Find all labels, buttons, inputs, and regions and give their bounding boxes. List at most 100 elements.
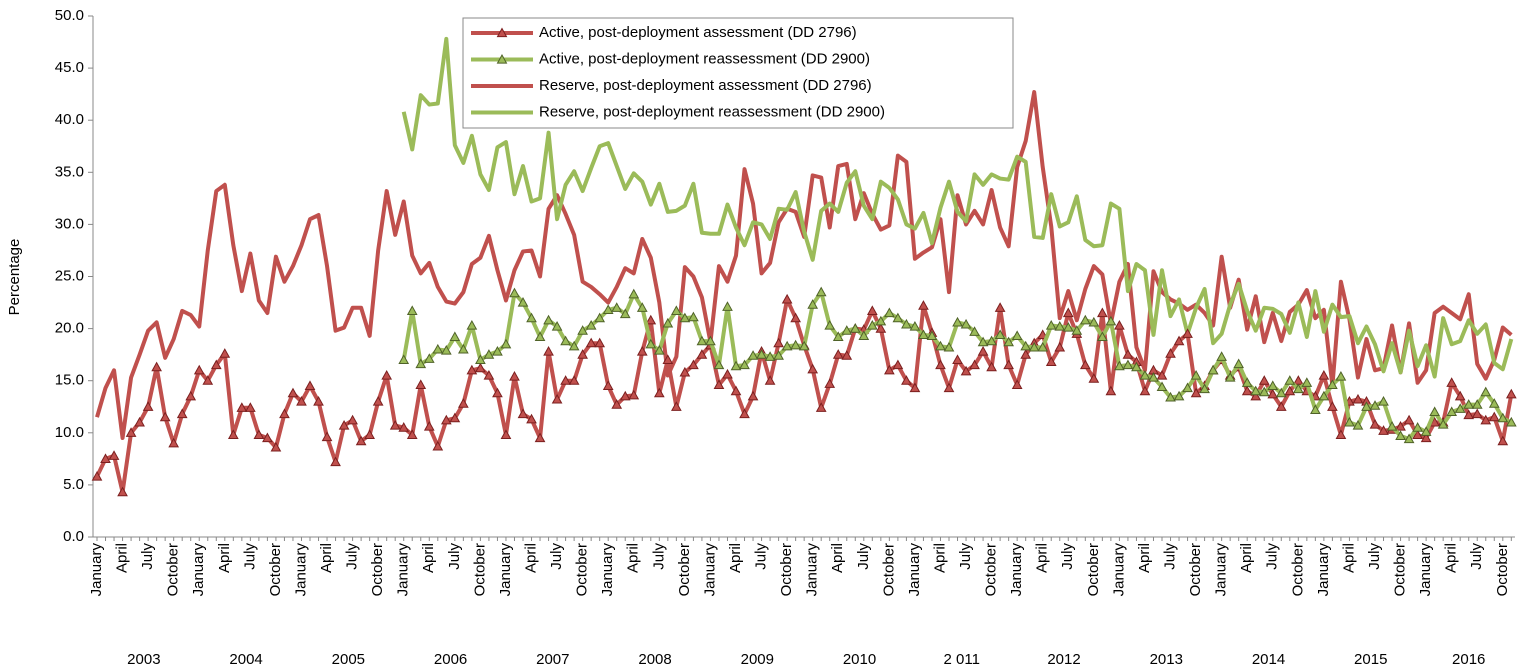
data-marker <box>1488 411 1500 422</box>
data-marker <box>355 435 367 446</box>
y-tick-label: 10.0 <box>55 424 84 441</box>
data-marker <box>1241 377 1253 387</box>
x-tick-label: July <box>1264 543 1281 570</box>
data-marker <box>901 318 912 329</box>
data-marker <box>884 307 895 318</box>
data-marker <box>1028 341 1040 352</box>
data-marker <box>551 320 563 331</box>
data-marker <box>185 390 197 401</box>
x-tick-label: January <box>1008 543 1025 597</box>
data-marker <box>1480 386 1492 397</box>
data-marker <box>415 379 427 389</box>
data-marker <box>1471 399 1483 409</box>
data-marker <box>1378 425 1389 435</box>
data-marker <box>1284 385 1296 396</box>
data-marker <box>773 337 784 348</box>
data-marker <box>1190 387 1202 398</box>
y-tick-label: 40.0 <box>55 111 84 128</box>
data-marker <box>628 389 640 400</box>
data-marker <box>798 340 810 351</box>
data-marker <box>1105 315 1117 326</box>
data-marker <box>594 337 606 348</box>
data-marker <box>636 302 648 312</box>
x-tick-label: April <box>1034 543 1051 573</box>
data-marker <box>279 408 290 419</box>
year-label: 2010 <box>843 651 876 667</box>
data-marker <box>585 319 597 330</box>
data-marker <box>1190 369 1202 380</box>
x-tick-label: January <box>1315 543 1332 597</box>
year-label: 2004 <box>229 651 262 667</box>
data-marker <box>270 441 282 452</box>
data-marker <box>969 326 980 336</box>
data-marker <box>986 361 997 372</box>
data-marker <box>1011 379 1023 389</box>
data-marker <box>969 359 980 370</box>
data-marker <box>1250 390 1262 401</box>
data-marker <box>739 359 750 370</box>
data-marker <box>1437 418 1449 429</box>
year-label: 2013 <box>1150 651 1183 667</box>
data-marker <box>943 382 955 393</box>
data-marker <box>909 382 921 393</box>
x-tick-label: April <box>625 543 642 573</box>
data-marker <box>1301 377 1313 387</box>
data-marker <box>475 354 486 364</box>
x-tick-label: April <box>216 543 233 573</box>
data-marker <box>577 349 588 359</box>
data-marker <box>245 402 256 412</box>
legend-box <box>462 17 1014 129</box>
data-marker <box>1020 340 1032 351</box>
data-marker <box>1267 380 1279 391</box>
data-marker <box>440 344 452 355</box>
data-marker <box>645 314 657 325</box>
data-marker <box>1054 341 1066 352</box>
data-marker <box>849 323 861 333</box>
data-marker <box>330 456 341 467</box>
year-label: 2008 <box>638 651 671 667</box>
data-marker <box>560 335 571 346</box>
data-marker <box>466 364 478 375</box>
data-marker <box>790 312 801 323</box>
data-marker <box>1071 325 1083 335</box>
x-tick-label: October <box>1187 543 1204 596</box>
data-marker <box>619 390 631 401</box>
x-tick-label: July <box>139 543 156 570</box>
data-marker <box>671 305 682 315</box>
data-marker <box>1156 369 1168 380</box>
data-marker <box>1386 421 1398 431</box>
x-tick-label: January <box>497 543 514 597</box>
data-marker <box>1505 416 1517 427</box>
data-marker <box>398 354 410 364</box>
x-tick-label: October <box>1085 543 1102 596</box>
data-marker <box>866 319 878 330</box>
data-marker <box>210 359 222 370</box>
year-label: 2 011 <box>944 651 980 667</box>
data-marker <box>253 429 265 439</box>
data-marker <box>1403 433 1415 444</box>
data-marker <box>653 387 665 398</box>
data-marker <box>1105 385 1117 396</box>
x-tick-label: October <box>1289 543 1306 596</box>
data-marker <box>151 361 162 372</box>
year-label: 2009 <box>741 651 774 667</box>
data-marker <box>117 486 128 497</box>
data-marker <box>1258 386 1270 397</box>
data-marker <box>628 288 640 299</box>
x-tick-label: October <box>574 543 591 596</box>
data-marker <box>1037 341 1049 352</box>
x-tick-label: April <box>420 543 437 573</box>
data-marker <box>688 359 699 370</box>
data-marker <box>372 396 384 406</box>
data-marker <box>91 471 103 481</box>
data-marker <box>534 432 546 443</box>
x-tick-label: April <box>522 543 539 573</box>
data-marker <box>313 396 324 406</box>
x-tick-label: July <box>1366 543 1383 570</box>
data-marker <box>602 304 614 314</box>
data-marker <box>841 350 853 360</box>
x-tick-label: April <box>1443 543 1460 573</box>
data-marker <box>866 305 878 315</box>
data-marker <box>1258 375 1270 385</box>
